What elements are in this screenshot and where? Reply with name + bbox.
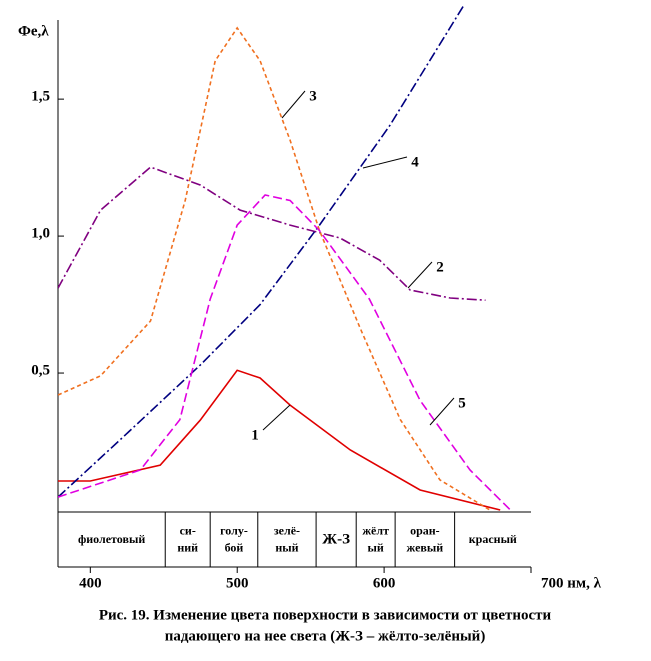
series-label: 1 — [251, 427, 259, 443]
line-series — [58, 369, 501, 511]
leader-line — [281, 90, 306, 119]
band-label: си- — [180, 523, 196, 537]
band-label: ный — [275, 540, 298, 554]
band-label: жёлт — [362, 523, 389, 537]
x-tick-label: 700 нм, λ — [541, 575, 602, 591]
band-label: Ж-З — [322, 531, 350, 547]
series-label: 5 — [458, 395, 466, 411]
band-label: зелё- — [274, 523, 300, 537]
x-tick-label: 600 — [373, 575, 396, 591]
band-label: ний — [177, 540, 198, 554]
series-label: 2 — [436, 259, 444, 275]
band-label: оран- — [410, 523, 440, 537]
line-series — [58, 194, 511, 511]
band-label: красный — [469, 532, 517, 546]
line-series — [58, 5, 465, 498]
y-tick-label: 0,5 — [31, 362, 50, 378]
line-series — [58, 166, 486, 301]
leader-line — [262, 404, 291, 431]
leader-line — [429, 397, 455, 426]
y-tick-label: 1,0 — [31, 226, 50, 242]
series-label: 3 — [309, 88, 317, 104]
leader-line — [407, 261, 433, 289]
y-tick-label: 1,5 — [31, 89, 50, 105]
band-label: ый — [368, 540, 384, 554]
caption: падающего на нее света (Ж-З – жёлто-зелё… — [165, 628, 486, 644]
band-label: жевый — [407, 540, 444, 554]
band-label: бой — [225, 540, 244, 554]
series-label: 4 — [411, 154, 419, 170]
x-tick-label: 500 — [226, 575, 249, 591]
band-label: фиолетовый — [78, 532, 145, 546]
leader-line — [362, 156, 408, 169]
caption: Рис. 19. Изменение цвета поверхности в з… — [99, 607, 552, 623]
band-label: голу- — [220, 523, 248, 537]
y-axis-label: Фe,λ — [18, 23, 49, 39]
line-series — [58, 26, 491, 511]
x-tick-label: 400 — [79, 575, 102, 591]
